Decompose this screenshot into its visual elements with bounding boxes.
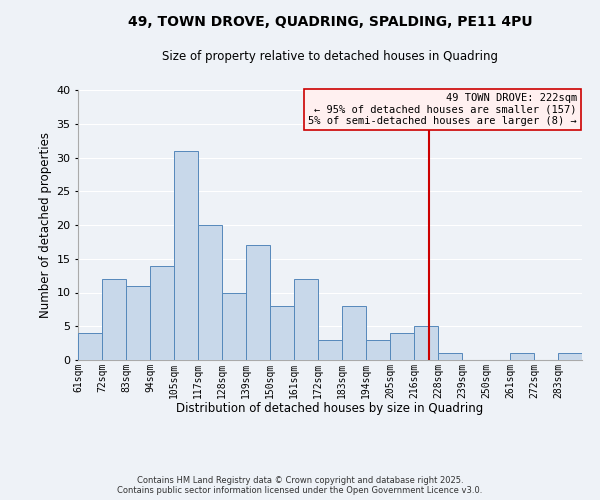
Bar [174, 151, 198, 360]
Bar [510, 353, 534, 360]
Bar [558, 353, 582, 360]
Bar [198, 225, 222, 360]
Bar [366, 340, 390, 360]
Text: 49, TOWN DROVE, QUADRING, SPALDING, PE11 4PU: 49, TOWN DROVE, QUADRING, SPALDING, PE11… [128, 15, 532, 29]
Text: Contains HM Land Registry data © Crown copyright and database right 2025.
Contai: Contains HM Land Registry data © Crown c… [118, 476, 482, 495]
Bar [318, 340, 342, 360]
Bar [78, 333, 102, 360]
Bar [294, 279, 318, 360]
Bar [414, 326, 438, 360]
Bar [126, 286, 150, 360]
Bar [342, 306, 366, 360]
X-axis label: Distribution of detached houses by size in Quadring: Distribution of detached houses by size … [176, 402, 484, 415]
Bar [222, 292, 246, 360]
Text: Size of property relative to detached houses in Quadring: Size of property relative to detached ho… [162, 50, 498, 63]
Bar [246, 245, 270, 360]
Bar [270, 306, 294, 360]
Text: 49 TOWN DROVE: 222sqm
← 95% of detached houses are smaller (157)
5% of semi-deta: 49 TOWN DROVE: 222sqm ← 95% of detached … [308, 92, 577, 126]
Bar [150, 266, 174, 360]
Bar [102, 279, 126, 360]
Bar [438, 353, 462, 360]
Y-axis label: Number of detached properties: Number of detached properties [39, 132, 52, 318]
Bar [390, 333, 414, 360]
